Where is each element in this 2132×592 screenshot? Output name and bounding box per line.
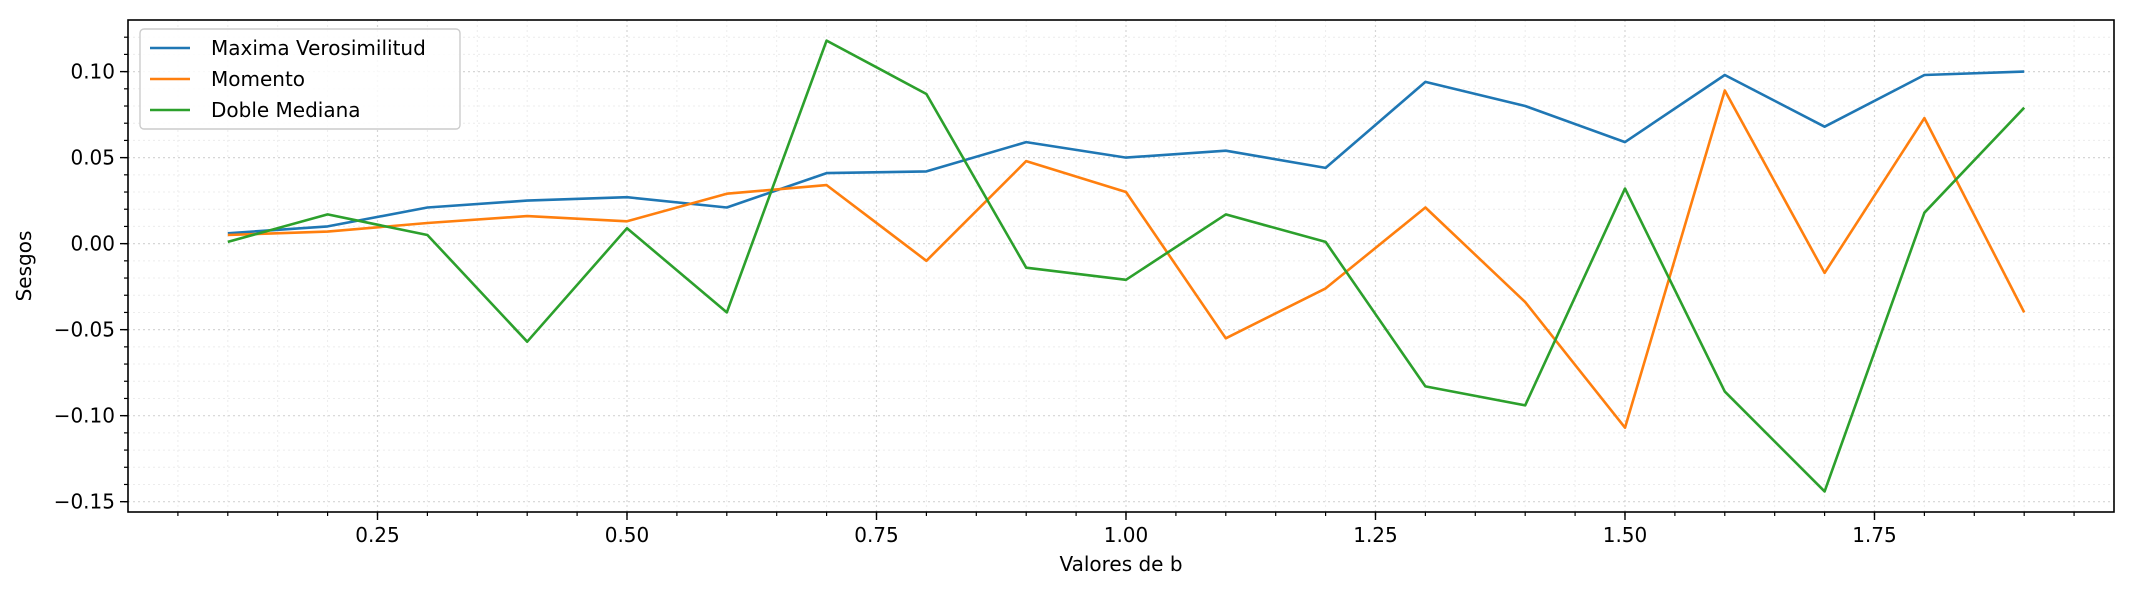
y-tick-label: −0.10	[54, 404, 115, 428]
series-line-maxima-verosimilitud	[227, 70, 2025, 235]
x-tick-label: 0.75	[854, 523, 899, 547]
series-line-momento	[227, 89, 2026, 430]
x-axis-ticks: 0.25 0.50 0.75 1.00 1.25 1.50 1.75	[177, 512, 2075, 547]
y-tick-label: 0.00	[70, 232, 115, 256]
series-lines	[227, 39, 2026, 493]
x-tick-label: 0.25	[355, 523, 400, 547]
y-tick-label: −0.15	[54, 490, 115, 514]
legend-label: Doble Mediana	[211, 98, 361, 122]
y-axis-ticks: 0.10 0.05 0.00 −0.05 −0.10 −0.15	[54, 36, 128, 514]
y-tick-label: 0.05	[70, 146, 115, 170]
legend: Maxima Verosimilitud Momento Doble Mediana	[139, 28, 461, 130]
x-tick-label: 0.50	[605, 523, 650, 547]
x-tick-label: 1.50	[1603, 523, 1648, 547]
y-tick-label: 0.10	[70, 60, 115, 84]
y-tick-label: −0.05	[54, 318, 115, 342]
y-axis-title: Sesgos	[12, 231, 36, 302]
plot-area-frame	[127, 19, 2115, 513]
x-tick-label: 1.75	[1852, 523, 1897, 547]
x-axis-title: Valores de b	[1059, 552, 1182, 576]
series-line-doble-mediana	[227, 39, 2026, 493]
x-tick-label: 1.25	[1353, 523, 1398, 547]
x-tick-label: 1.00	[1104, 523, 1149, 547]
legend-box	[139, 28, 461, 130]
legend-label: Maxima Verosimilitud	[211, 36, 426, 60]
legend-label: Momento	[211, 67, 305, 91]
